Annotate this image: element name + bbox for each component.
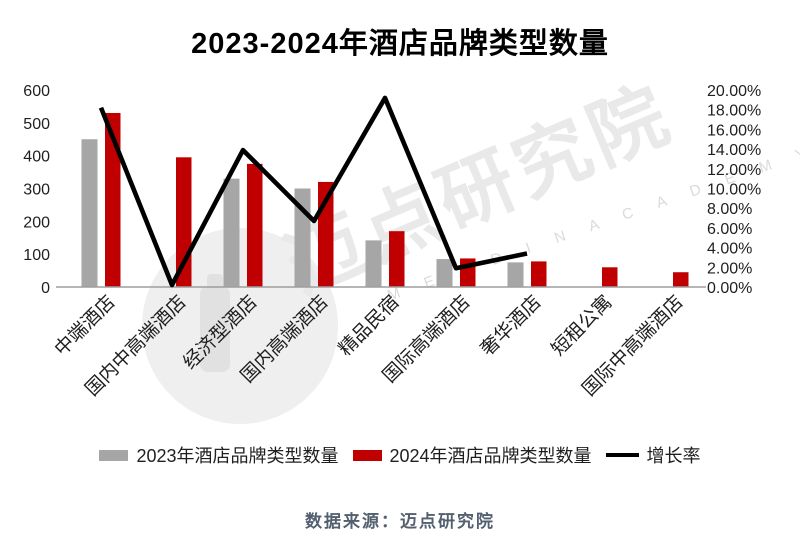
bar-2023 <box>223 178 240 287</box>
category-label: 短租公寓 <box>547 291 616 360</box>
right-axis-tick: 10.00% <box>707 182 761 199</box>
chart-title: 2023-2024年酒店品牌类型数量 <box>191 28 609 60</box>
right-axis-tick: 18.00% <box>707 103 761 120</box>
bar-2024 <box>602 267 618 287</box>
legend-item-2023: 2023年酒店品牌类型数量 <box>99 442 339 468</box>
legend-swatch-2024 <box>352 449 382 461</box>
right-axis-tick: 0.00% <box>707 280 752 297</box>
left-axis-tick: 400 <box>23 149 50 166</box>
left-axis-tick: 100 <box>23 247 50 264</box>
legend-label-2023: 2023年酒店品牌类型数量 <box>136 446 339 466</box>
legend-item-2024: 2024年酒店品牌类型数量 <box>352 442 592 468</box>
bar-2023 <box>365 240 382 287</box>
category-label: 中端酒店 <box>50 291 119 360</box>
category-label: 精品民宿 <box>334 291 403 360</box>
bar-2023 <box>436 259 453 287</box>
bar-2024 <box>105 112 121 287</box>
bar-2024 <box>389 231 405 287</box>
bar-2023 <box>81 139 98 287</box>
right-axis-tick: 20.00% <box>707 83 761 100</box>
right-axis-tick: 16.00% <box>707 122 761 139</box>
left-axis-tick: 300 <box>23 182 50 199</box>
category-label: 奢华酒店 <box>476 291 545 360</box>
right-axis-tick: 12.00% <box>707 162 761 179</box>
right-axis-tick: 14.00% <box>707 142 761 159</box>
legend-label-growth: 增长率 <box>646 446 701 466</box>
legend-item-growth: 增长率 <box>605 442 701 468</box>
legend-swatch-2023 <box>99 449 129 461</box>
legend: 2023年酒店品牌类型数量 2024年酒店品牌类型数量 增长率 <box>0 442 800 468</box>
left-axis-tick: 600 <box>23 83 50 100</box>
bar-2024 <box>247 163 263 287</box>
legend-swatch-growth-line <box>605 453 639 457</box>
left-axis-tick: 0 <box>41 280 50 297</box>
left-axis-tick: 200 <box>23 214 50 231</box>
source-note: 数据来源：迈点研究院 <box>305 512 495 531</box>
bar-2023 <box>507 262 524 287</box>
right-axis-tick: 2.00% <box>707 260 752 277</box>
growth-rate-line <box>98 95 528 288</box>
legend-label-2024: 2024年酒店品牌类型数量 <box>389 446 592 466</box>
right-axis-tick: 4.00% <box>707 241 752 258</box>
right-axis-tick: 6.00% <box>707 221 752 238</box>
bar-2024 <box>673 272 689 287</box>
bar-2024 <box>531 261 547 287</box>
left-axis-tick: 500 <box>23 116 50 133</box>
right-axis-tick: 8.00% <box>707 201 752 218</box>
